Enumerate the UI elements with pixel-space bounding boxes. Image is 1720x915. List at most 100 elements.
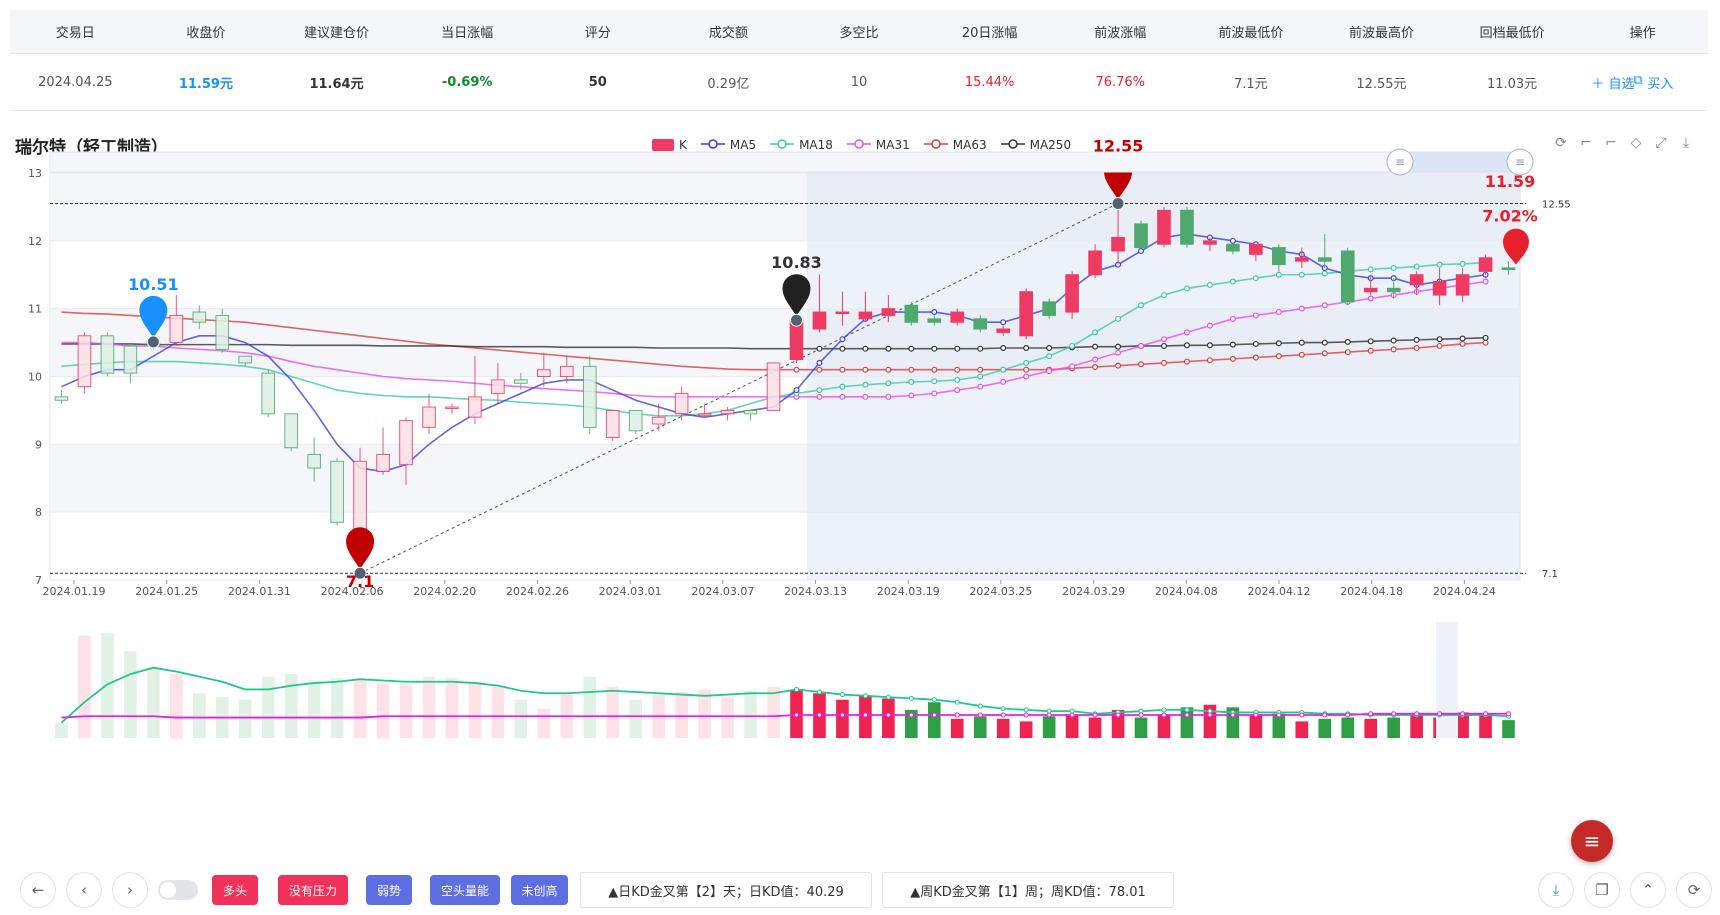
volume-bar	[1341, 717, 1355, 738]
next-icon[interactable]: ›	[112, 872, 148, 908]
ma250-line-point	[1046, 345, 1053, 352]
summary-header-cell: 回档最低价	[1479, 26, 1545, 41]
ma31-line-point	[954, 387, 961, 394]
ma63-line-point	[1252, 354, 1259, 361]
candle-body	[330, 460, 344, 523]
ma250-line-point	[1275, 340, 1282, 347]
volume-bar	[744, 690, 757, 738]
legend-item-ma5[interactable]: MA5	[700, 138, 756, 153]
volume-ma-long-line-point	[839, 712, 845, 718]
ma31-line-point	[1321, 302, 1328, 309]
candle	[307, 437, 321, 482]
copy-icon[interactable]: ❐	[1584, 872, 1620, 908]
candle-body	[1226, 243, 1240, 252]
volume-bar	[1410, 715, 1423, 738]
restore-icon[interactable]: ◇	[1630, 135, 1642, 151]
candle	[284, 413, 298, 452]
reload-icon[interactable]: ⟳	[1676, 872, 1712, 908]
buy-icon[interactable]: ⧉	[1633, 73, 1643, 88]
tag-bull[interactable]: 多头	[212, 875, 258, 905]
volume-bar	[1203, 704, 1217, 738]
ma250-line-point	[839, 345, 846, 352]
candle	[1249, 243, 1263, 262]
volume-ma-short-line-point	[977, 703, 983, 709]
legend-swatch	[652, 139, 674, 151]
legend-item-ma31[interactable]: MA31	[846, 138, 910, 153]
ma250-line-point	[862, 345, 869, 352]
save-image-icon[interactable]: ⤓	[1682, 135, 1690, 151]
refresh-icon[interactable]: ⟳	[1555, 135, 1567, 151]
candle-body	[376, 454, 390, 472]
last-price-pin	[1503, 228, 1529, 265]
candle-body	[514, 379, 528, 384]
summary-value-cell: 11.03元	[1486, 76, 1538, 92]
summary-header-cell: 前波最低价	[1218, 26, 1284, 41]
candle-body	[858, 311, 873, 320]
datazoom-handle[interactable]	[1386, 148, 1414, 176]
volume-ma-short-line-point	[1046, 708, 1052, 714]
summary-value-cell: 12.55元	[1356, 76, 1407, 92]
legend-item-ma250[interactable]: MA250	[1000, 138, 1072, 153]
toggle-switch[interactable]	[158, 880, 198, 900]
ma18-line-point	[1023, 359, 1030, 366]
candle	[605, 409, 620, 441]
candle-body	[284, 413, 298, 449]
tag-no-pressure[interactable]: 没有压力	[278, 875, 348, 905]
summary-value-cell: 50	[588, 74, 607, 90]
back-icon[interactable]: ←	[20, 872, 56, 908]
fullscreen-icon[interactable]: ⤢	[1655, 135, 1667, 151]
ma5-line-point	[1023, 312, 1030, 319]
volume-ma-short-line-point	[1437, 712, 1443, 718]
candle	[950, 308, 965, 326]
ma31-line-point	[1115, 349, 1122, 356]
add-watchlist-button[interactable]: ＋ 自选	[1591, 77, 1635, 92]
zoom-area-icon[interactable]: ⌐	[1580, 135, 1592, 151]
legend-item-ma63[interactable]: MA63	[923, 138, 987, 153]
x-tick-label: 2024.01.31	[228, 585, 291, 598]
volume-bar	[1180, 707, 1194, 738]
ma18-line-point	[908, 378, 915, 385]
candle-body	[582, 365, 597, 428]
volume-ma-long-line-point	[862, 712, 868, 718]
buy-button[interactable]: 买入	[1647, 77, 1674, 92]
ma250-line-point	[1298, 339, 1305, 346]
daily-kd-info: ▲日KD金叉第【2】天；日KD值：40.29	[580, 872, 872, 908]
tag-weak[interactable]: 弱势	[366, 875, 412, 905]
candle-body	[1432, 281, 1447, 296]
menu-fab-button[interactable]: ≡	[1571, 820, 1613, 862]
tag-no-new-high[interactable]: 未创高	[511, 875, 568, 905]
summary-header-row: 交易日 收盘价 建议建仓价 当日涨幅 评分 成交额 多空比 20日涨幅 前波涨幅 前波最低价 前波最…	[10, 10, 1708, 54]
candle	[1088, 244, 1102, 279]
ma31-line-point	[1000, 378, 1007, 385]
volume-ma-long-line-point	[1322, 712, 1328, 718]
volume-bar	[1295, 721, 1309, 738]
candle	[353, 447, 367, 574]
volume-bar	[1111, 709, 1125, 738]
volume-bar	[330, 677, 344, 738]
candle-body	[1386, 287, 1401, 293]
zoom-reset-icon[interactable]: ⌐	[1605, 135, 1617, 151]
legend-item-ma18[interactable]: MA18	[770, 138, 833, 153]
ma250-line-point	[1321, 339, 1328, 346]
marker-label: 10.83	[771, 253, 822, 272]
datazoom-handle[interactable]	[1506, 148, 1534, 176]
legend-item-k[interactable]: K	[652, 138, 687, 152]
ma31-line-point	[1252, 312, 1259, 319]
scroll-top-icon[interactable]: ⌃	[1630, 872, 1666, 908]
candle	[399, 417, 413, 486]
ma18-line-point	[1160, 292, 1167, 299]
grid-band	[50, 444, 1520, 513]
ma250-line-point	[1069, 344, 1076, 351]
volume-bar	[1088, 717, 1102, 738]
prev-icon[interactable]: ‹	[66, 872, 102, 908]
tag-bear-volume[interactable]: 空头量能	[430, 875, 500, 905]
download-icon[interactable]: ⤓	[1538, 872, 1574, 908]
ma5-line-point	[1275, 248, 1282, 255]
x-tick-label: 2024.04.08	[1155, 585, 1218, 598]
ma250-line-point	[793, 345, 800, 352]
candle-body	[1203, 240, 1217, 245]
volume-ma-short-line-point	[1069, 708, 1075, 714]
legend-label: MA250	[1029, 138, 1072, 152]
volume-bar	[307, 680, 321, 738]
